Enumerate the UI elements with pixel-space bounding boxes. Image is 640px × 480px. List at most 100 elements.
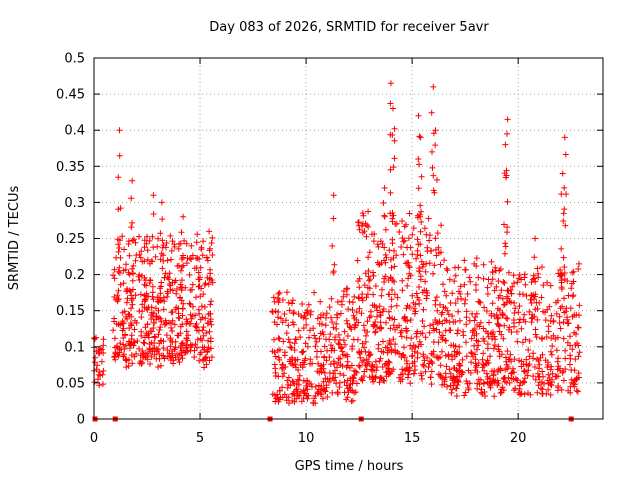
data-point [179, 305, 186, 312]
data-point [298, 398, 305, 405]
data-point [339, 363, 346, 369]
data-point [116, 152, 123, 159]
y-tick-label: 0 [77, 413, 85, 428]
data-point [191, 265, 198, 272]
data-point [305, 301, 312, 308]
data-point [422, 334, 429, 341]
data-point [129, 277, 136, 284]
data-point [98, 346, 105, 353]
data-point [95, 347, 102, 354]
data-point [156, 355, 163, 362]
data-point [130, 262, 137, 269]
data-point [435, 355, 442, 362]
data-point [322, 388, 329, 395]
data-point [295, 381, 302, 388]
data-point [350, 374, 357, 381]
data-point [419, 318, 426, 324]
data-point [569, 346, 576, 353]
data-point [416, 133, 423, 140]
data-point [188, 315, 195, 322]
data-point [392, 347, 399, 354]
data-point [560, 319, 567, 326]
data-point [187, 341, 194, 348]
data-point [288, 345, 295, 351]
data-point [272, 308, 279, 315]
data-point [201, 364, 208, 371]
data-point [320, 312, 327, 318]
data-point [417, 252, 424, 259]
data-point [573, 311, 580, 318]
data-point [183, 240, 190, 247]
data-point [425, 364, 432, 371]
data-point [150, 192, 157, 199]
data-point [198, 246, 205, 253]
data-point [552, 336, 559, 342]
data-point [155, 364, 162, 370]
data-point [136, 251, 143, 258]
data-point [95, 371, 102, 378]
data-point [119, 233, 126, 240]
data-point [472, 281, 479, 288]
data-point [344, 320, 351, 327]
data-point [372, 328, 379, 335]
data-point [561, 270, 568, 276]
data-point [148, 316, 155, 322]
data-point [379, 286, 385, 293]
data-point [432, 246, 439, 253]
data-point [521, 391, 528, 398]
data-point [405, 367, 412, 374]
data-point [150, 325, 157, 331]
data-point [164, 353, 171, 360]
data-point [130, 295, 136, 302]
data-point [331, 377, 338, 384]
data-point [559, 170, 566, 177]
data-point [509, 283, 516, 290]
data-point [311, 332, 318, 339]
data-point [490, 329, 496, 335]
data-point [306, 334, 312, 341]
data-point [187, 320, 194, 327]
data-point [132, 257, 139, 264]
data-point [177, 284, 184, 291]
data-point [445, 311, 452, 318]
data-point [195, 276, 202, 283]
data-points [91, 80, 583, 422]
data-point [364, 222, 370, 229]
data-point [491, 342, 498, 348]
data-point [185, 332, 192, 339]
data-point [501, 170, 508, 177]
data-point [342, 341, 348, 348]
data-point [390, 212, 397, 219]
data-point [289, 297, 296, 304]
data-point [574, 324, 581, 331]
data-point [176, 315, 183, 322]
data-point [370, 272, 377, 279]
data-point [386, 315, 393, 322]
data-point [557, 266, 564, 273]
data-point [321, 343, 328, 350]
data-point [390, 164, 397, 171]
data-point [409, 251, 416, 258]
data-point [202, 315, 209, 322]
data-point [275, 290, 282, 297]
data-point [406, 270, 413, 277]
data-point [540, 282, 547, 289]
data-point [562, 347, 569, 354]
data-point [521, 379, 528, 386]
data-point [555, 270, 562, 277]
data-point [461, 300, 468, 307]
data-point [171, 321, 178, 328]
data-point [453, 367, 460, 373]
data-point [159, 297, 166, 304]
data-point [474, 369, 481, 375]
data-point [442, 305, 449, 311]
data-point [385, 291, 392, 298]
data-point [400, 238, 407, 245]
data-point [542, 357, 549, 364]
data-point [156, 327, 163, 333]
data-point [336, 384, 343, 391]
data-point [161, 321, 168, 328]
data-point [573, 376, 580, 383]
data-point [115, 174, 122, 181]
data-point [292, 356, 299, 363]
